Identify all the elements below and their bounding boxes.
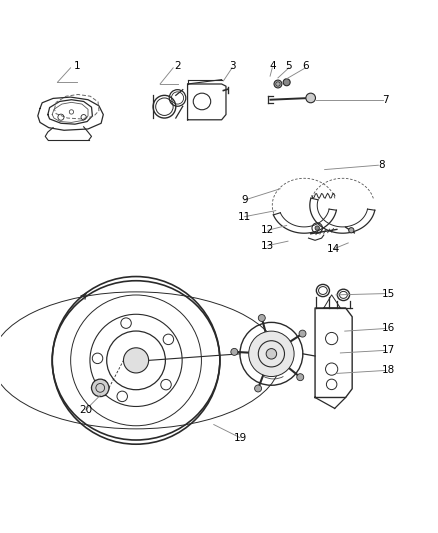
Circle shape — [283, 79, 290, 86]
Text: 9: 9 — [241, 195, 247, 205]
Text: 6: 6 — [302, 61, 309, 71]
Text: 15: 15 — [382, 288, 395, 298]
Text: 3: 3 — [229, 61, 235, 71]
Circle shape — [297, 374, 304, 381]
Circle shape — [349, 228, 354, 233]
Text: 13: 13 — [261, 240, 275, 251]
Text: 14: 14 — [327, 244, 340, 254]
Circle shape — [231, 349, 238, 356]
Text: 2: 2 — [174, 61, 181, 71]
Circle shape — [274, 80, 282, 88]
Circle shape — [258, 314, 265, 321]
Text: 8: 8 — [378, 160, 385, 170]
Circle shape — [266, 349, 277, 359]
Circle shape — [306, 93, 315, 103]
Text: 19: 19 — [233, 433, 247, 442]
Text: 5: 5 — [286, 61, 292, 71]
Text: 7: 7 — [382, 95, 389, 104]
Circle shape — [299, 330, 306, 337]
Text: 17: 17 — [382, 345, 395, 356]
Text: 20: 20 — [79, 405, 92, 415]
Circle shape — [124, 348, 148, 373]
Text: 18: 18 — [382, 366, 395, 375]
Text: 1: 1 — [74, 61, 81, 71]
Text: 12: 12 — [261, 225, 275, 235]
Circle shape — [315, 226, 319, 230]
Text: 16: 16 — [382, 324, 395, 334]
Circle shape — [254, 385, 261, 392]
Circle shape — [92, 379, 109, 397]
Text: 4: 4 — [269, 61, 276, 71]
Circle shape — [249, 331, 294, 376]
Text: 11: 11 — [238, 212, 251, 222]
